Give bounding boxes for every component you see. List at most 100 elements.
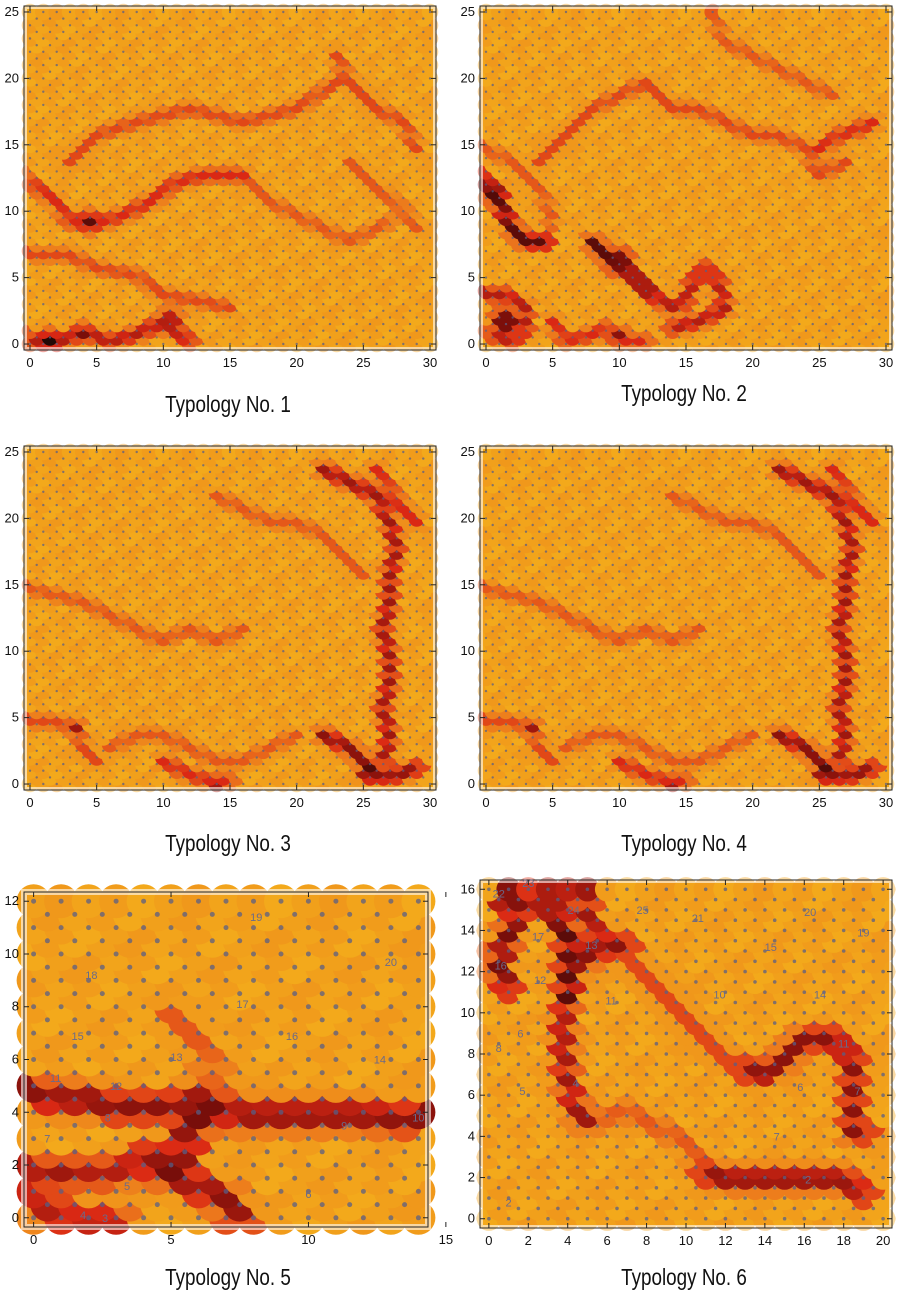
node-dot [208,97,212,100]
node-dot [255,236,258,239]
node-dot [691,322,694,326]
node-dot [308,63,312,67]
node-dot [388,50,392,53]
node-dot [651,309,654,312]
node-dot [242,170,245,173]
node-dot [108,77,112,80]
node-dot [288,229,292,233]
node-dot [162,263,165,266]
node-dot [82,276,85,279]
node-dot [375,249,378,253]
node-dot [135,303,138,306]
node-dot [375,50,378,53]
node-dot [302,110,305,113]
node-dot [155,123,158,127]
node-dot [55,103,58,107]
node-dot [611,309,614,312]
hex-cells [21,3,439,353]
node-dot [382,336,385,339]
node-dot [415,90,418,93]
node-dot [108,24,112,27]
node-dot [691,336,694,339]
node-dot [135,236,138,239]
node-dot [142,216,145,219]
node-dot [168,70,172,73]
node-dot [242,342,245,346]
node-dot [168,83,172,87]
node-dot [322,24,325,27]
node-dot [108,63,112,67]
node-dot [142,322,145,326]
node-dot [778,316,781,319]
node-dot [408,216,412,219]
node-dot [758,322,761,326]
node-dot [195,243,198,246]
node-dot [208,229,212,233]
node-dot [275,70,278,73]
node-dot [295,156,298,160]
node-dot [342,44,345,47]
node-dot [295,10,298,14]
node-dot [295,90,298,93]
node-dot [388,37,392,40]
node-dot [75,176,78,180]
y-tick-label: 10 [5,203,19,218]
node-dot [288,17,292,20]
node-dot [791,316,794,319]
node-dot [182,203,185,206]
node-dot [624,296,628,299]
node-dot [315,176,318,180]
node-dot [328,190,332,193]
node-dot [395,70,398,73]
node-dot [402,50,405,53]
node-dot [235,110,238,113]
node-dot [308,276,312,279]
node-dot [718,322,721,326]
node-dot [308,77,312,80]
node-dot [368,44,372,47]
node-dot [222,150,225,153]
node-dot [262,70,265,73]
node-dot [168,229,172,233]
node-dot [62,296,65,299]
node-dot [362,37,365,40]
node-dot [88,137,92,140]
node-dot [215,289,218,293]
node-dot [68,316,72,319]
node-dot [368,70,372,73]
node-dot [115,163,118,166]
node-dot [395,163,398,166]
node-dot [644,303,648,306]
node-dot [88,150,92,153]
node-dot [844,303,848,306]
node-dot [295,289,298,293]
node-dot [268,263,272,266]
node-dot [122,329,125,332]
node-dot [35,283,38,286]
node-dot [162,143,165,146]
node-dot [308,249,312,253]
node-dot [408,283,412,286]
node-dot [155,322,158,326]
node-dot [262,256,265,259]
node-dot [395,229,398,233]
node-dot [664,309,668,312]
node-dot [55,24,58,27]
node-dot [35,44,38,47]
node-dot [188,77,192,80]
node-dot [35,150,38,153]
node-dot [168,269,172,273]
node-dot [155,309,158,312]
node-dot [408,309,412,312]
node-dot [202,130,205,133]
node-dot [48,70,52,73]
node-dot [175,130,178,133]
node-dot [268,90,272,93]
node-dot [268,276,272,279]
node-dot [28,143,32,146]
node-dot [195,269,198,273]
node-dot [255,156,258,160]
node-dot [255,130,258,133]
node-dot [858,329,861,332]
